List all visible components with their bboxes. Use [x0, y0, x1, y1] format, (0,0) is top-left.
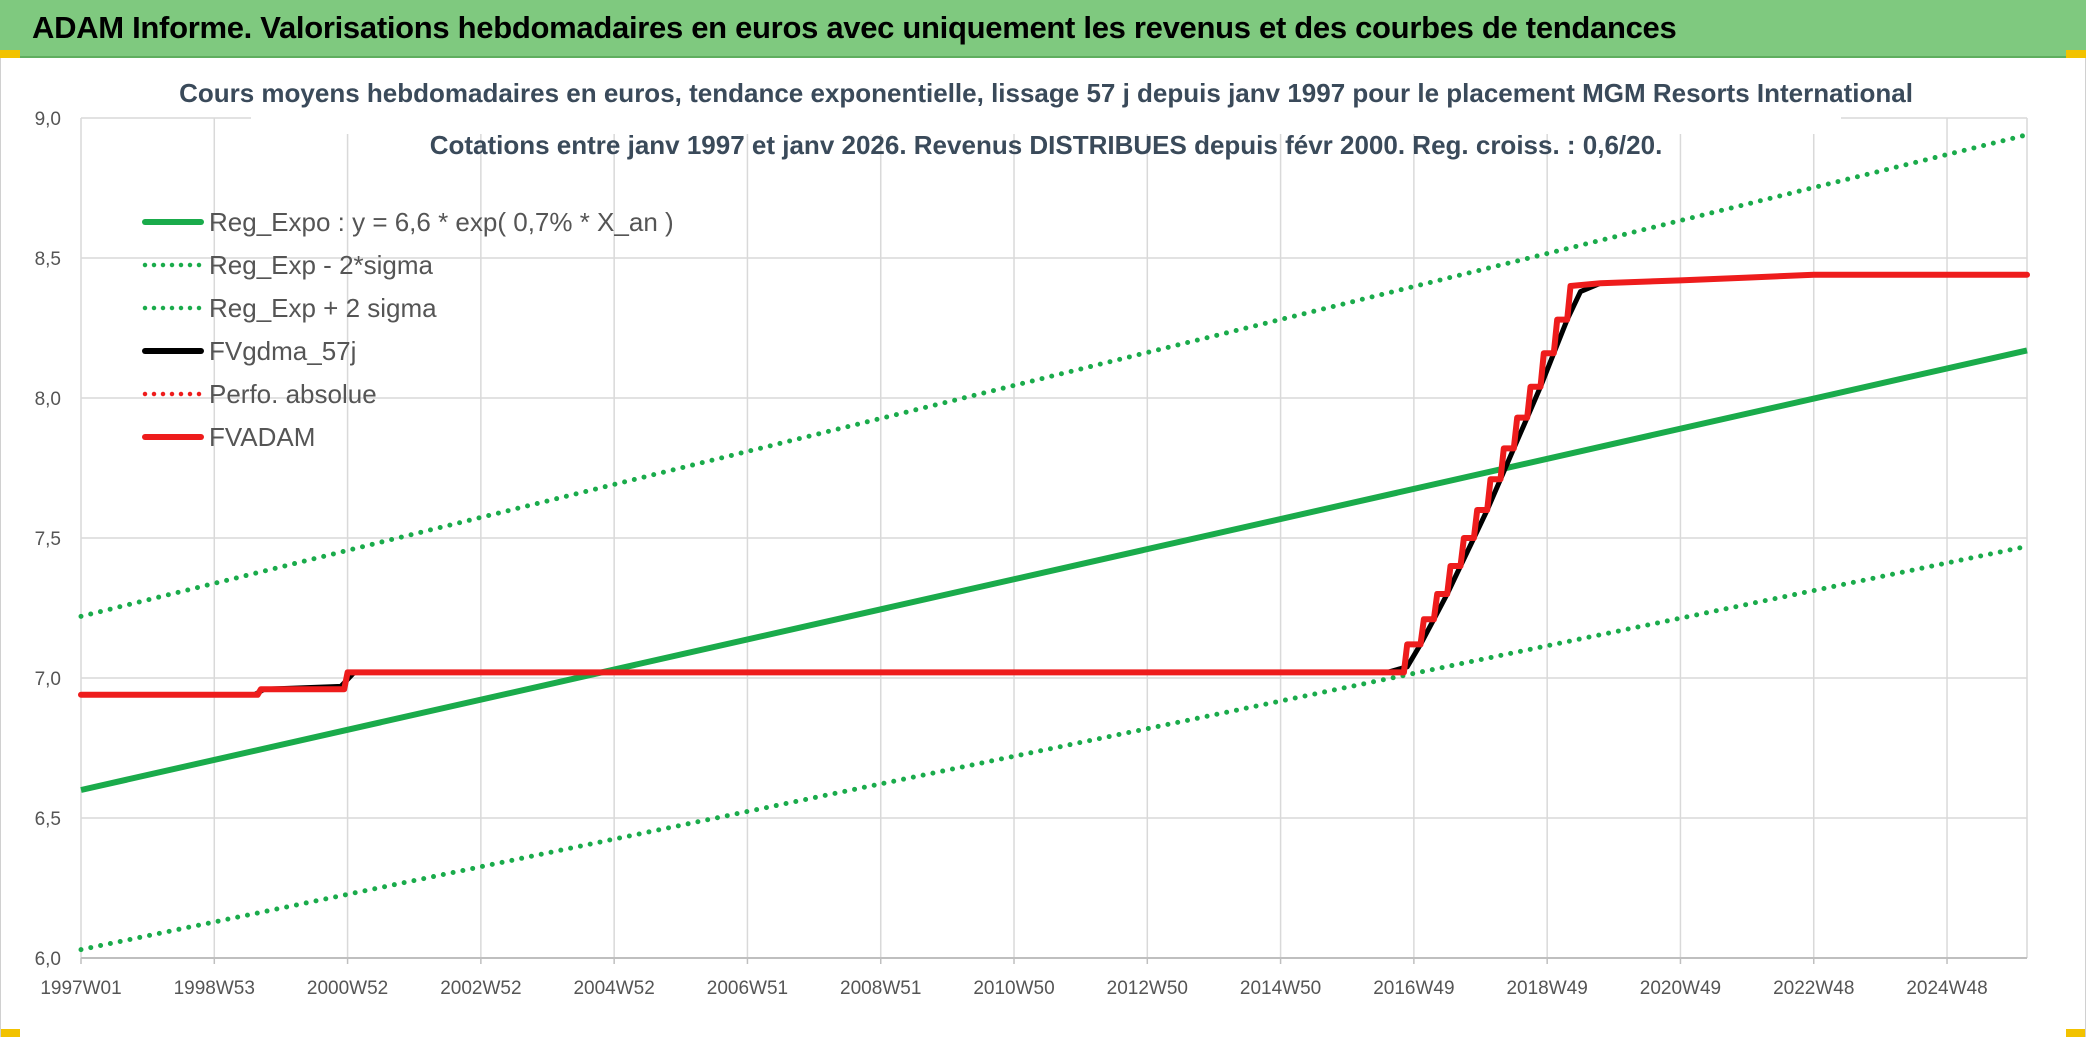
x-tick-label: 2018W49 — [1506, 978, 1587, 999]
series — [78, 132, 2030, 953]
chart-title-line-2: Cotations entre janv 1997 et janv 2026. … — [430, 130, 1663, 160]
x-tick-label: 2022W48 — [1773, 978, 1854, 999]
corner-marker-right — [2066, 50, 2086, 58]
x-tick-label: 2002W52 — [440, 978, 521, 999]
legend-label: Perfo. absolue — [209, 379, 377, 409]
series-line-fvadam — [78, 271, 2030, 698]
legend-label: FVgdma_57j — [209, 336, 356, 366]
y-tick-label: 9,0 — [35, 109, 61, 130]
y-tick-label: 8,0 — [35, 389, 61, 410]
legend-label: Reg_Exp - 2*sigma — [209, 250, 434, 280]
x-tick-label: 2000W52 — [307, 978, 388, 999]
line-chart: 6,0 6,5 7,0 7,5 8,0 8,5 9,0 1997W01 1998W53 2000W… — [35, 64, 2030, 999]
y-tick-label: 6,5 — [35, 809, 61, 830]
series-line-reg-expo-y-6-6-exp-0-7-x-an — [80, 347, 2028, 793]
legend-label: Reg_Exp + 2 sigma — [209, 293, 437, 323]
legend-label: FVADAM — [209, 422, 315, 452]
x-tick-label: 2012W50 — [1107, 978, 1188, 999]
corner-marker-left — [0, 50, 20, 58]
legend: Reg_Expo : y = 6,6 * exp( 0,7% * X_an ) R… — [142, 207, 674, 452]
header-bar: ADAM Informe. Valorisations hebdomadaire… — [0, 0, 2086, 58]
chart-title-line-1: Cours moyens hebdomadaires en euros, ten… — [179, 78, 1913, 108]
x-tick-label: 2008W51 — [840, 978, 921, 999]
x-tick-label: 1997W01 — [40, 978, 121, 999]
x-tick-label: 2014W50 — [1240, 978, 1321, 999]
axes: 6,0 6,5 7,0 7,5 8,0 8,5 9,0 1997W01 1998W53 2000W… — [35, 109, 2027, 999]
chart-frame: 6,0 6,5 7,0 7,5 8,0 8,5 9,0 1997W01 1998W53 2000W… — [0, 58, 2086, 1037]
x-tick-label: 2006W51 — [707, 978, 788, 999]
x-tick-label: 2020W49 — [1640, 978, 1721, 999]
x-tick-label: 2004W52 — [573, 978, 654, 999]
x-tick-label: 1998W53 — [174, 978, 255, 999]
y-tick-label: 8,5 — [35, 249, 61, 270]
corner-marker-bottom-left — [0, 1029, 20, 1037]
chart-title-background — [251, 64, 1841, 134]
x-tick-label: 2016W49 — [1373, 978, 1454, 999]
grid — [80, 117, 2028, 959]
legend-label: Reg_Expo : y = 6,6 * exp( 0,7% * X_an ) — [209, 207, 674, 237]
series-line-reg-exp-2-sigma — [78, 543, 2030, 953]
corner-marker-bottom-right — [2066, 1029, 2086, 1037]
y-tick-label: 6,0 — [35, 949, 61, 970]
series-line-reg-exp-2-sigma — [78, 132, 2030, 619]
x-tick-label: 2010W50 — [973, 978, 1054, 999]
series-line-fvgdma-57j — [78, 272, 2030, 698]
page-title: ADAM Informe. Valorisations hebdomadaire… — [32, 10, 1677, 45]
x-tick-label: 2024W48 — [1906, 978, 1987, 999]
y-tick-label: 7,5 — [35, 529, 61, 550]
y-tick-label: 7,0 — [35, 669, 61, 690]
chart-title-block: Cours moyens hebdomadaires en euros, ten… — [179, 64, 1913, 160]
